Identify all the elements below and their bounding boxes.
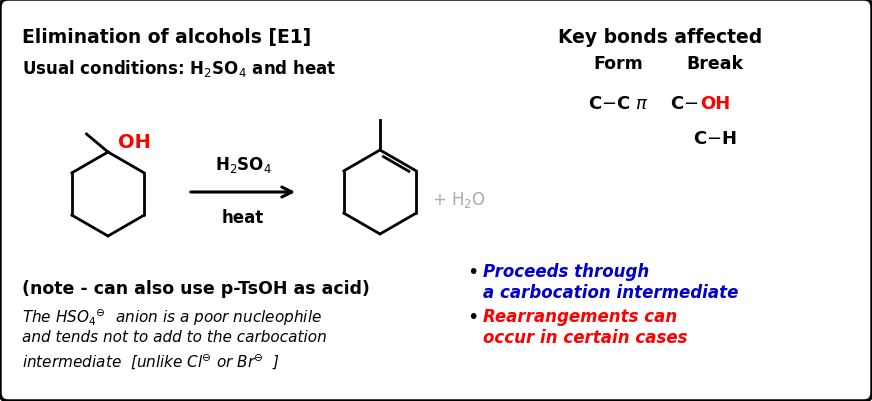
Text: The HSO$_4$$^{\ominus}$  anion is a poor nucleophile: The HSO$_4$$^{\ominus}$ anion is a poor … xyxy=(22,307,322,328)
Text: Usual conditions: H$_2$SO$_4$ and heat: Usual conditions: H$_2$SO$_4$ and heat xyxy=(22,58,337,79)
Text: H$_2$SO$_4$: H$_2$SO$_4$ xyxy=(215,155,271,174)
Text: C$-$H: C$-$H xyxy=(693,130,737,148)
Text: intermediate  [unlike Cl$^{\ominus}$ or Br$^{\ominus}$  ]: intermediate [unlike Cl$^{\ominus}$ or B… xyxy=(22,351,280,370)
Text: C$-$C $\pi$: C$-$C $\pi$ xyxy=(588,95,649,113)
Text: (note - can also use p-TsOH as acid): (note - can also use p-TsOH as acid) xyxy=(22,279,370,297)
Text: a carbocation intermediate: a carbocation intermediate xyxy=(483,283,739,301)
Text: Elimination of alcohols [E1]: Elimination of alcohols [E1] xyxy=(22,28,311,47)
Text: Break: Break xyxy=(686,55,744,73)
Text: Form: Form xyxy=(593,55,643,73)
Text: •: • xyxy=(467,262,479,281)
Text: Key bonds affected: Key bonds affected xyxy=(558,28,762,47)
Text: and tends not to add to the carbocation: and tends not to add to the carbocation xyxy=(22,329,327,344)
Text: Proceeds through: Proceeds through xyxy=(483,262,650,280)
Text: OH: OH xyxy=(118,133,151,152)
Text: occur in certain cases: occur in certain cases xyxy=(483,328,687,346)
Text: + H$_2$O: + H$_2$O xyxy=(432,190,486,209)
Text: •: • xyxy=(467,307,479,326)
Text: Rearrangements can: Rearrangements can xyxy=(483,307,678,325)
Text: C$-$: C$-$ xyxy=(670,95,698,113)
Text: OH: OH xyxy=(700,95,730,113)
Text: heat: heat xyxy=(221,209,264,227)
